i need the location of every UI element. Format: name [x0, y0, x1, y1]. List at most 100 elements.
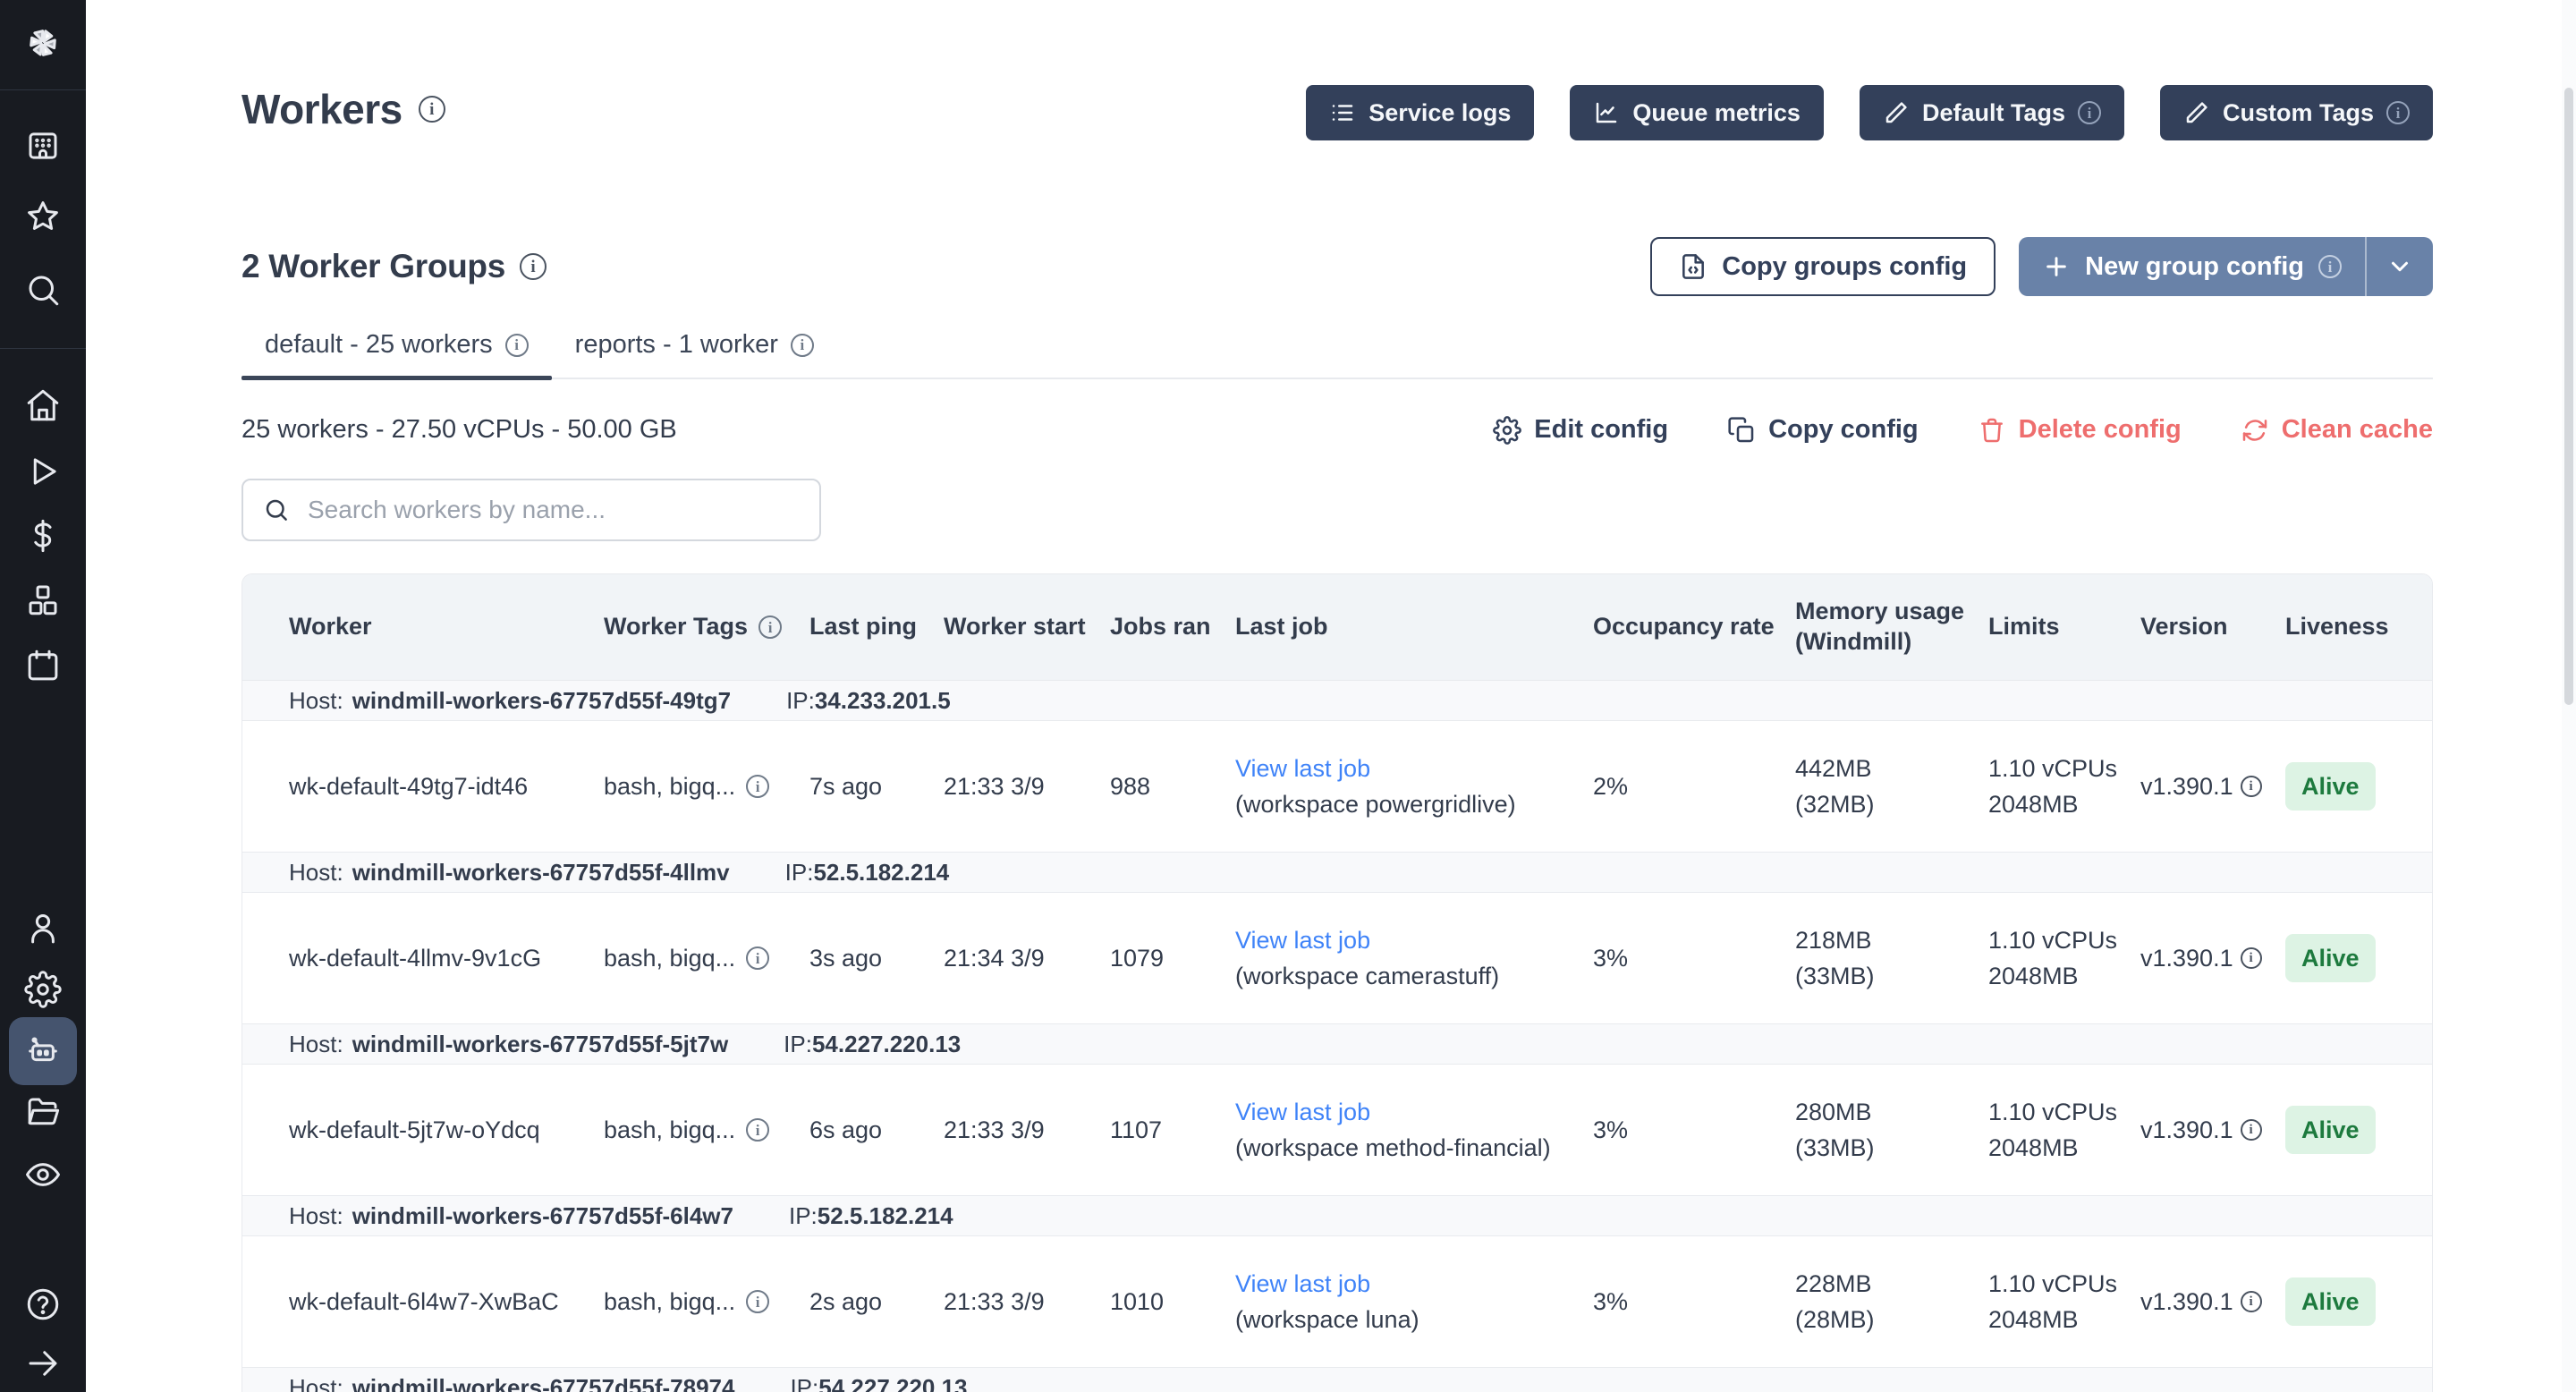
liveness-badge: Alive: [2285, 1106, 2376, 1154]
copy-groups-config-button[interactable]: Copy groups config: [1650, 237, 1996, 296]
refresh-icon: [2241, 416, 2269, 445]
col-jobs-ran: Jobs ran: [1110, 612, 1235, 642]
memory-usage: 442MB: [1795, 751, 1972, 786]
host-ip: 34.233.201.5: [815, 687, 951, 714]
list-icon: [1329, 99, 1356, 126]
limit-cpu: 1.10 vCPUs: [1988, 751, 2124, 786]
col-worker-start: Worker start: [944, 612, 1110, 642]
last-ping: 3s ago: [809, 940, 944, 976]
delete-config-button[interactable]: Delete config: [1978, 415, 2182, 445]
info-icon[interactable]: [2318, 255, 2342, 278]
limit-cpu: 1.10 vCPUs: [1988, 1266, 2124, 1302]
users-icon[interactable]: [22, 908, 64, 949]
info-icon[interactable]: [2241, 776, 2262, 797]
search-box: [242, 479, 821, 541]
ip-label: IP:: [790, 1374, 818, 1392]
file-code-icon: [1679, 252, 1707, 281]
chart-icon: [1593, 99, 1620, 126]
worker-tags: bash, bigq...: [604, 1112, 735, 1148]
schedules-icon[interactable]: [22, 645, 64, 686]
info-icon[interactable]: [746, 1118, 769, 1142]
info-icon[interactable]: [2241, 1291, 2262, 1312]
new-group-config-split-button: New group config: [2019, 237, 2433, 296]
worker-tags: bash, bigq...: [604, 768, 735, 804]
last-job-workspace: (workspace camerastuff): [1235, 958, 1577, 994]
version: v1.390.1: [2140, 768, 2233, 804]
worker-row: wk-default-6l4w7-XwBaC bash, bigq... 2s …: [242, 1236, 2432, 1367]
info-icon[interactable]: [2386, 101, 2410, 124]
clean-cache-button[interactable]: Clean cache: [2241, 415, 2433, 445]
info-icon[interactable]: [2078, 101, 2101, 124]
occupancy-rate: 3%: [1593, 1112, 1795, 1148]
settings-icon[interactable]: [22, 969, 64, 1010]
copy-config-button[interactable]: Copy config: [1727, 415, 1919, 445]
info-icon[interactable]: [758, 615, 782, 639]
runs-icon[interactable]: [22, 451, 64, 492]
copy-icon: [1727, 416, 1756, 445]
search-icon[interactable]: [22, 269, 64, 310]
folders-icon[interactable]: [22, 1091, 64, 1133]
building-icon[interactable]: [22, 125, 64, 166]
limit-memory: 2048MB: [1988, 786, 2124, 822]
home-icon[interactable]: [22, 385, 64, 426]
page-title: Workers: [242, 85, 402, 133]
host-row: Host: windmill-workers-67757d55f-78974 I…: [242, 1367, 2432, 1392]
version: v1.390.1: [2140, 1284, 2233, 1320]
default-tags-button[interactable]: Default Tags: [1860, 85, 2124, 140]
worker-name: wk-default-5jt7w-oYdcq: [289, 1112, 604, 1148]
workers-info-icon[interactable]: [419, 96, 445, 123]
info-icon[interactable]: [505, 334, 529, 357]
liveness-badge: Alive: [2285, 762, 2376, 811]
last-job-workspace: (workspace luna): [1235, 1302, 1577, 1337]
windmill-logo-icon[interactable]: [22, 22, 64, 64]
info-icon[interactable]: [2241, 1119, 2262, 1141]
version: v1.390.1: [2140, 1112, 2233, 1148]
view-last-job-link[interactable]: View last job: [1235, 1099, 1370, 1125]
occupancy-rate: 2%: [1593, 768, 1795, 804]
host-name: windmill-workers-67757d55f-6l4w7: [352, 1202, 733, 1230]
jobs-ran: 1010: [1110, 1284, 1235, 1320]
limit-memory: 2048MB: [1988, 958, 2124, 994]
view-last-job-link[interactable]: View last job: [1235, 927, 1370, 954]
service-logs-button[interactable]: Service logs: [1306, 85, 1534, 140]
search-input[interactable]: [242, 479, 821, 541]
info-icon[interactable]: [746, 775, 769, 798]
worker-groups-info-icon[interactable]: [520, 253, 547, 280]
host-label: Host:: [289, 859, 343, 887]
info-icon[interactable]: [746, 946, 769, 970]
scrollbar: [2562, 0, 2576, 1392]
view-last-job-link[interactable]: View last job: [1235, 755, 1370, 782]
liveness-badge: Alive: [2285, 1277, 2376, 1326]
view-last-job-link[interactable]: View last job: [1235, 1270, 1370, 1297]
new-group-config-dropdown[interactable]: [2367, 237, 2433, 296]
info-icon[interactable]: [791, 334, 814, 357]
worker-tags: bash, bigq...: [604, 940, 735, 976]
resources-icon[interactable]: [22, 580, 64, 621]
info-icon[interactable]: [2241, 947, 2262, 969]
workers-table: Worker Worker Tags Last ping Worker star…: [242, 573, 2433, 1392]
queue-metrics-button[interactable]: Queue metrics: [1570, 85, 1824, 140]
memory-usage: 218MB: [1795, 922, 1972, 958]
tab-reports[interactable]: reports - 1 worker: [552, 330, 837, 378]
col-version: Version: [2140, 612, 2285, 642]
new-group-config-button[interactable]: New group config: [2019, 237, 2365, 296]
host-label: Host:: [289, 1031, 343, 1058]
host-name: windmill-workers-67757d55f-78974: [352, 1374, 735, 1392]
help-icon[interactable]: [22, 1284, 64, 1325]
limit-memory: 2048MB: [1988, 1302, 2124, 1337]
workers-icon[interactable]: [22, 1031, 64, 1072]
limit-cpu: 1.10 vCPUs: [1988, 922, 2124, 958]
star-icon[interactable]: [22, 196, 64, 237]
custom-tags-button[interactable]: Custom Tags: [2160, 85, 2433, 140]
ip-label: IP:: [786, 687, 815, 714]
variables-icon[interactable]: [22, 515, 64, 556]
edit-config-button[interactable]: Edit config: [1493, 415, 1668, 445]
expand-sidebar-icon[interactable]: [22, 1343, 64, 1384]
audit-logs-icon[interactable]: [22, 1154, 64, 1195]
tab-default[interactable]: default - 25 workers: [242, 330, 552, 378]
host-ip: 52.5.182.214: [813, 859, 949, 886]
search-icon: [263, 497, 290, 523]
info-icon[interactable]: [746, 1290, 769, 1313]
scrollbar-thumb[interactable]: [2564, 88, 2573, 705]
ip-label: IP:: [785, 859, 814, 886]
